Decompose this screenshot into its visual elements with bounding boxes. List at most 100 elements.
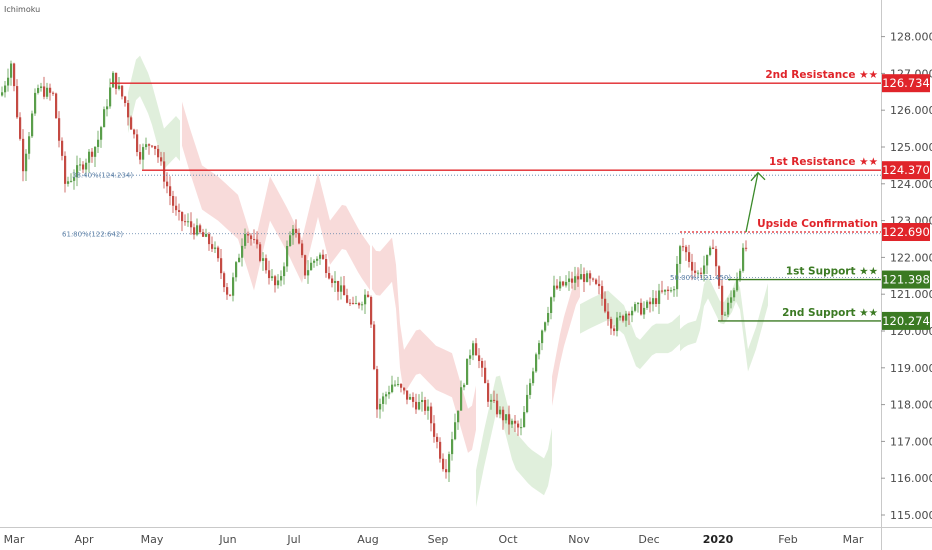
level-label: 2nd Resistance ★★	[765, 69, 878, 81]
candle-bearish	[133, 128, 136, 139]
candle-body	[109, 87, 112, 107]
candle-body	[223, 273, 226, 288]
candle-bullish	[679, 244, 682, 273]
candle-bullish	[541, 329, 544, 351]
candle-body	[103, 109, 106, 128]
candle-bullish	[70, 173, 73, 183]
candle-bearish	[406, 390, 409, 405]
candle-body	[136, 134, 139, 153]
candle-bearish	[487, 379, 490, 407]
candle-bullish	[1, 86, 4, 97]
candle-body	[298, 232, 301, 244]
candle-body	[475, 343, 478, 356]
candle-bullish	[646, 299, 649, 310]
candle-bullish	[196, 218, 199, 237]
candle-bearish	[121, 85, 124, 100]
candle-bearish	[175, 196, 178, 216]
candle-body	[358, 303, 361, 306]
y-tick-label: 119.000	[890, 362, 932, 375]
candle-bullish	[448, 451, 451, 483]
candle-body	[142, 147, 145, 160]
candle-bearish	[298, 228, 301, 245]
candle-bullish	[736, 272, 739, 292]
candle-bearish	[655, 290, 658, 307]
candle-body	[571, 278, 574, 283]
candle-body	[532, 371, 535, 384]
candle-body	[286, 245, 289, 267]
candle-body	[409, 397, 412, 400]
candle-body	[1, 92, 4, 96]
candle-body	[289, 235, 292, 246]
candle-body	[304, 255, 307, 276]
candle-body	[529, 383, 532, 395]
y-tick-label: 128.000	[890, 31, 932, 44]
candle-bullish	[10, 60, 13, 86]
candle-body	[385, 394, 388, 397]
candle-body	[346, 295, 349, 303]
candle-bearish	[295, 219, 298, 238]
support-resistance-levels: 2nd Resistance ★★ 1st Resistance ★★ Upside…	[110, 69, 881, 322]
candle-body	[256, 239, 259, 245]
x-tick-label: Sep	[428, 533, 449, 546]
cloud-bear-segment	[552, 267, 580, 406]
candle-body	[454, 422, 457, 440]
candle-bullish	[457, 410, 460, 430]
candle-body	[556, 285, 559, 289]
candle-body	[682, 246, 685, 248]
candle-bearish	[715, 245, 718, 277]
candle-bullish	[499, 406, 502, 419]
price-axis[interactable]: 115.000116.000117.000118.000119.000120.0…	[881, 31, 932, 522]
candle-bearish	[412, 392, 415, 408]
candle-bearish	[148, 143, 151, 155]
candle-bullish	[733, 287, 736, 302]
candle-bearish	[190, 212, 193, 235]
candle-body	[178, 210, 181, 212]
candle-body	[577, 276, 580, 280]
candle-body	[721, 285, 724, 315]
candle-body	[679, 246, 682, 264]
candle-body	[400, 384, 403, 388]
candle-body	[34, 92, 37, 114]
candle-body	[316, 258, 319, 261]
candle-bullish	[553, 275, 556, 302]
candle-body	[145, 144, 148, 148]
candle-body	[181, 211, 184, 222]
candle-body	[481, 360, 484, 368]
candle-body	[124, 96, 127, 103]
candle-body	[490, 399, 493, 402]
candle-body	[595, 279, 598, 284]
candle-bearish	[226, 282, 229, 300]
candle-bullish	[394, 380, 397, 387]
candle-body	[97, 139, 100, 147]
candle-bullish	[319, 252, 322, 265]
candle-bearish	[22, 129, 25, 182]
price-badge-bg	[882, 270, 930, 289]
candle-bearish	[373, 321, 376, 371]
candle-body	[676, 263, 679, 290]
candle-body	[217, 247, 220, 259]
indicator-label[interactable]: Ichimoku	[4, 5, 40, 14]
candle-bearish	[685, 244, 688, 261]
candle-bearish	[403, 387, 406, 395]
candle-bearish	[475, 338, 478, 356]
candle-bearish	[745, 240, 748, 252]
candle-body	[559, 281, 562, 289]
candle-bearish	[613, 325, 616, 336]
candle-bearish	[604, 291, 607, 314]
candle-bearish	[247, 231, 250, 244]
candle-body	[49, 87, 52, 93]
y-tick-label: 118.000	[890, 399, 932, 412]
candle-body	[538, 343, 541, 355]
candle-body	[691, 261, 694, 271]
candle-bullish	[103, 106, 106, 128]
candle-body	[376, 369, 379, 410]
candle-bearish	[700, 267, 703, 279]
candle-body	[649, 301, 652, 305]
candle-bearish	[169, 176, 172, 206]
candle-bearish	[322, 249, 325, 260]
candle-bearish	[481, 357, 484, 377]
candle-bullish	[85, 158, 88, 177]
y-tick-label: 121.000	[890, 288, 932, 301]
time-axis[interactable]: Mar Apr May Jun Jul Aug Sep Oct Nov Dec 2020 Feb Mar	[4, 533, 864, 546]
candle-body	[373, 324, 376, 370]
